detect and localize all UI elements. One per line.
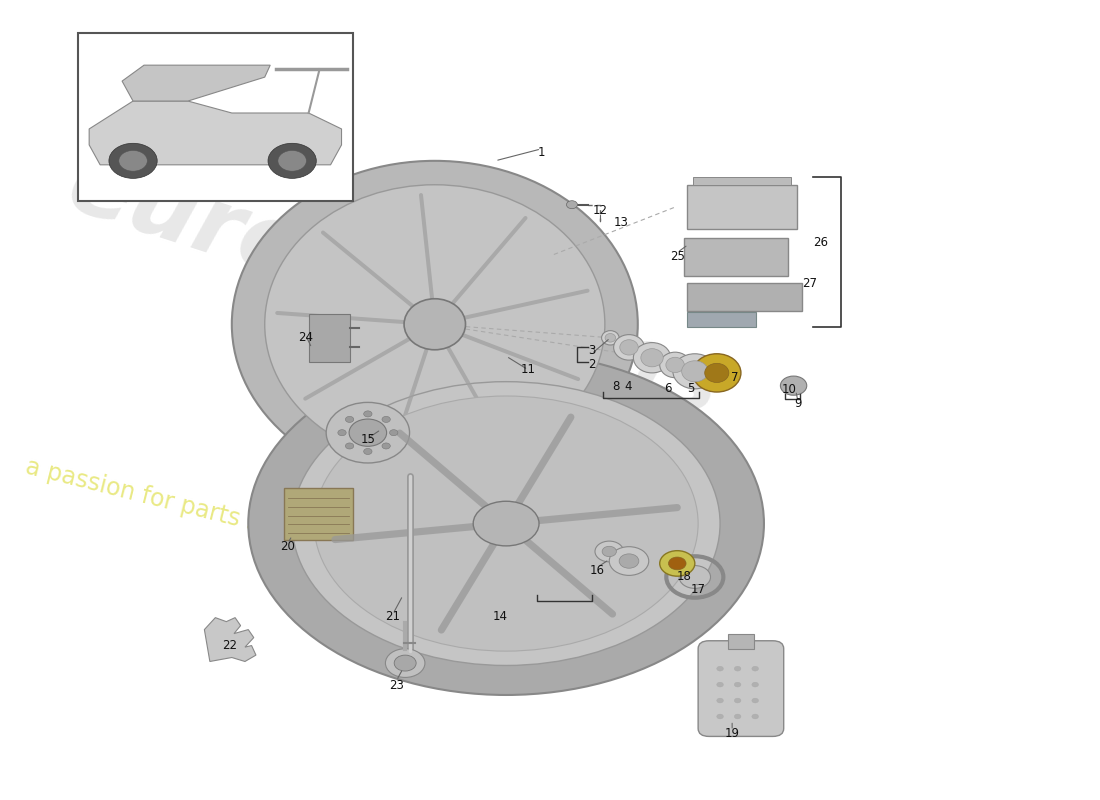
Circle shape <box>349 419 386 446</box>
Text: 24: 24 <box>298 331 312 344</box>
Circle shape <box>382 416 390 422</box>
Circle shape <box>345 416 354 422</box>
Circle shape <box>619 554 639 568</box>
Circle shape <box>364 411 372 417</box>
Circle shape <box>752 666 759 671</box>
Ellipse shape <box>673 354 717 389</box>
Circle shape <box>780 376 806 395</box>
Text: 15: 15 <box>361 434 375 446</box>
Ellipse shape <box>682 361 708 382</box>
Text: 8: 8 <box>612 380 619 393</box>
Text: 2: 2 <box>587 358 595 370</box>
Text: eurosystems: eurosystems <box>56 138 733 436</box>
Circle shape <box>119 150 147 171</box>
Bar <box>693 177 791 185</box>
Circle shape <box>394 655 416 671</box>
Circle shape <box>327 402 409 463</box>
Ellipse shape <box>473 502 539 546</box>
Text: 17: 17 <box>691 583 705 596</box>
Bar <box>684 238 788 277</box>
Bar <box>78 34 352 201</box>
Text: 21: 21 <box>386 610 400 623</box>
Text: 23: 23 <box>389 679 404 692</box>
Circle shape <box>717 682 724 687</box>
Bar <box>688 283 802 310</box>
Bar <box>309 314 350 362</box>
Circle shape <box>595 541 624 562</box>
Text: 11: 11 <box>520 363 536 376</box>
Polygon shape <box>89 101 341 165</box>
Bar <box>688 185 796 229</box>
Ellipse shape <box>315 396 698 651</box>
Circle shape <box>717 666 724 671</box>
Ellipse shape <box>293 382 720 666</box>
Circle shape <box>735 698 741 703</box>
Circle shape <box>109 143 157 178</box>
Circle shape <box>752 682 759 687</box>
Text: 20: 20 <box>280 540 295 553</box>
Text: 13: 13 <box>614 216 629 229</box>
Circle shape <box>717 698 724 703</box>
FancyBboxPatch shape <box>698 641 783 737</box>
Text: 9: 9 <box>794 397 802 410</box>
Text: 27: 27 <box>803 277 817 290</box>
Ellipse shape <box>641 349 663 367</box>
Ellipse shape <box>602 330 619 345</box>
Circle shape <box>602 546 616 557</box>
Ellipse shape <box>232 161 638 488</box>
Text: 5: 5 <box>686 382 694 394</box>
Ellipse shape <box>265 185 605 464</box>
Circle shape <box>566 201 578 209</box>
Text: 1: 1 <box>538 146 544 159</box>
Circle shape <box>669 557 686 570</box>
Polygon shape <box>205 618 256 662</box>
Text: 6: 6 <box>663 382 671 394</box>
Circle shape <box>345 443 354 449</box>
Circle shape <box>679 566 711 588</box>
Ellipse shape <box>614 334 645 360</box>
Bar <box>728 634 754 649</box>
Circle shape <box>382 443 390 449</box>
Ellipse shape <box>666 358 684 373</box>
Circle shape <box>735 714 741 719</box>
Text: 22: 22 <box>222 639 238 652</box>
Text: 25: 25 <box>670 250 684 263</box>
Circle shape <box>385 649 425 678</box>
Ellipse shape <box>660 352 691 378</box>
Text: 7: 7 <box>730 371 738 384</box>
Circle shape <box>717 714 724 719</box>
Polygon shape <box>122 65 271 101</box>
Circle shape <box>660 550 695 576</box>
Text: 19: 19 <box>725 726 739 740</box>
Circle shape <box>364 449 372 454</box>
Bar <box>688 312 757 326</box>
Text: 12: 12 <box>593 204 608 217</box>
Circle shape <box>752 698 759 703</box>
Circle shape <box>389 430 398 436</box>
Text: 14: 14 <box>493 610 508 623</box>
Ellipse shape <box>249 352 764 695</box>
Text: 4: 4 <box>624 380 631 393</box>
Circle shape <box>268 143 317 178</box>
Circle shape <box>735 682 741 687</box>
Circle shape <box>278 150 307 171</box>
Ellipse shape <box>605 334 616 342</box>
Text: 10: 10 <box>782 383 796 396</box>
Bar <box>285 488 352 539</box>
Ellipse shape <box>705 363 729 382</box>
Circle shape <box>752 714 759 719</box>
Ellipse shape <box>619 340 638 355</box>
Text: 3: 3 <box>588 344 595 357</box>
Text: 18: 18 <box>676 570 691 583</box>
Text: a passion for parts since 1985: a passion for parts since 1985 <box>23 454 376 565</box>
Circle shape <box>338 430 346 436</box>
Ellipse shape <box>634 342 671 373</box>
Ellipse shape <box>693 354 741 392</box>
Circle shape <box>735 666 741 671</box>
Text: 16: 16 <box>590 564 605 577</box>
Text: 26: 26 <box>814 236 828 249</box>
Circle shape <box>609 546 649 575</box>
Ellipse shape <box>404 298 465 350</box>
